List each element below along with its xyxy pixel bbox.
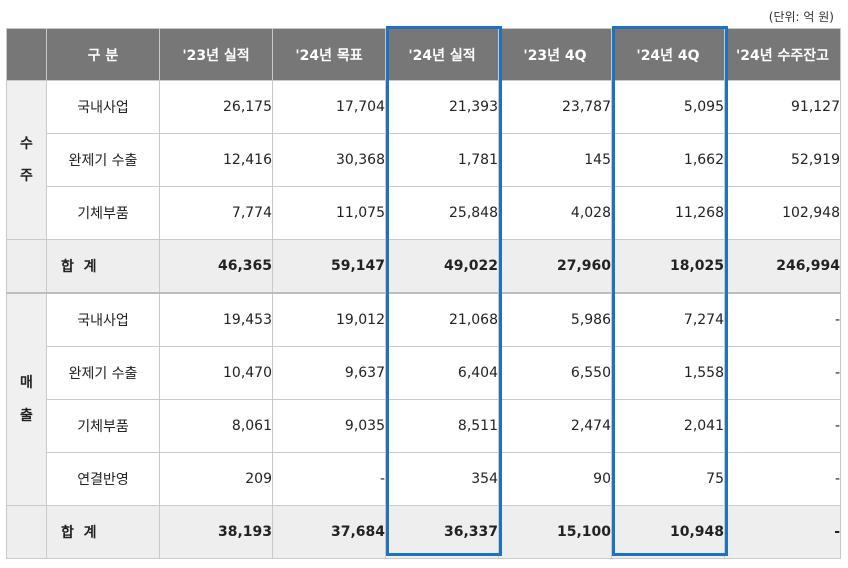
table-row: 매 출 국내사업 19,453 19,012 21,068 5,986 7,27… — [6, 292, 841, 506]
cell: 6,404 — [385, 346, 499, 400]
row-item: 국내사업 — [46, 292, 160, 347]
cell: 11,268 — [611, 186, 725, 240]
table-row: 완제기 수출 12,416 30,368 1,781 145 1,662 52,… — [7, 133, 841, 187]
header-category: 구 분 — [46, 28, 160, 81]
cell: 1,662 — [611, 133, 725, 187]
header-24-actual: '24년 실적 — [385, 28, 499, 81]
total-label: 합 계 — [46, 239, 160, 294]
cell: 1,781 — [385, 133, 499, 187]
header-23-4q: '23년 4Q — [498, 28, 612, 81]
group-label-orders: 수 주 — [6, 80, 47, 240]
header-24-backlog: '24년 수주잔고 — [724, 28, 841, 81]
total-cell: - — [724, 505, 841, 559]
row-item: 완제기 수출 — [46, 133, 160, 187]
table-row: 수 주 국내사업 26,175 17,704 21,393 23,787 5,0… — [6, 80, 841, 240]
financial-table: 구 분 '23년 실적 '24년 목표 '24년 실적 '23년 4Q '24년… — [6, 28, 841, 559]
cell: 5,986 — [498, 292, 612, 347]
total-cell: 59,147 — [272, 239, 386, 294]
row-item: 기체부품 — [46, 399, 160, 453]
total-cell: 27,960 — [498, 239, 612, 294]
cell: 102,948 — [724, 186, 841, 240]
total-row-sales: 합 계 38,193 37,684 36,337 15,100 10,948 - — [6, 505, 841, 559]
group-label-sales: 매 출 — [6, 292, 47, 506]
cell: 9,035 — [272, 399, 386, 453]
cell: 30,368 — [272, 133, 386, 187]
cell: 8,061 — [159, 399, 273, 453]
cell: 354 — [385, 452, 499, 506]
cell: 91,127 — [724, 80, 841, 134]
cell: 6,550 — [498, 346, 612, 400]
cell: 1,558 — [611, 346, 725, 400]
header-24-4q: '24년 4Q — [611, 28, 725, 81]
cell: 4,028 — [498, 186, 612, 240]
total-cell: 18,025 — [611, 239, 725, 294]
row-item: 기체부품 — [46, 186, 160, 240]
row-item: 국내사업 — [46, 80, 160, 134]
cell: 23,787 — [498, 80, 612, 134]
table-row: 연결반영 209 - 354 90 75 - — [7, 452, 841, 506]
total-row-orders: 합 계 46,365 59,147 49,022 27,960 18,025 2… — [6, 239, 841, 294]
row-item: 완제기 수출 — [46, 346, 160, 400]
cell: 19,012 — [272, 292, 386, 347]
cell: - — [724, 346, 841, 400]
header-row: 구 분 '23년 실적 '24년 목표 '24년 실적 '23년 4Q '24년… — [6, 28, 841, 81]
cell: 25,848 — [385, 186, 499, 240]
cell: 19,453 — [159, 292, 273, 347]
header-23-actual: '23년 실적 — [159, 28, 273, 81]
group-spacer — [6, 239, 47, 294]
cell: 21,068 — [385, 292, 499, 347]
cell: 26,175 — [159, 80, 273, 134]
cell: 9,637 — [272, 346, 386, 400]
cell: - — [724, 399, 841, 453]
row-item: 연결반영 — [46, 452, 160, 506]
cell: 17,704 — [272, 80, 386, 134]
cell: 2,041 — [611, 399, 725, 453]
total-cell: 46,365 — [159, 239, 273, 294]
cell: 8,511 — [385, 399, 499, 453]
total-label: 합 계 — [46, 505, 160, 559]
cell: 145 — [498, 133, 612, 187]
cell: 90 — [498, 452, 612, 506]
cell: 10,470 — [159, 346, 273, 400]
cell: - — [272, 452, 386, 506]
cell: 7,774 — [159, 186, 273, 240]
cell: - — [724, 292, 841, 347]
table-row: 기체부품 7,774 11,075 25,848 4,028 11,268 10… — [7, 186, 841, 240]
total-cell: 246,994 — [724, 239, 841, 294]
cell: 5,095 — [611, 80, 725, 134]
cell: 11,075 — [272, 186, 386, 240]
total-cell: 10,948 — [611, 505, 725, 559]
cell: - — [724, 452, 841, 506]
cell: 75 — [611, 452, 725, 506]
cell: 52,919 — [724, 133, 841, 187]
table-row: 완제기 수출 10,470 9,637 6,404 6,550 1,558 - — [7, 346, 841, 400]
cell: 21,393 — [385, 80, 499, 134]
total-cell: 49,022 — [385, 239, 499, 294]
cell: 12,416 — [159, 133, 273, 187]
cell: 2,474 — [498, 399, 612, 453]
group-spacer — [6, 505, 47, 559]
total-cell: 38,193 — [159, 505, 273, 559]
table-row: 기체부품 8,061 9,035 8,511 2,474 2,041 - — [7, 399, 841, 453]
total-cell: 36,337 — [385, 505, 499, 559]
cell: 209 — [159, 452, 273, 506]
total-cell: 37,684 — [272, 505, 386, 559]
header-corner — [6, 28, 47, 81]
cell: 7,274 — [611, 292, 725, 347]
header-24-target: '24년 목표 — [272, 28, 386, 81]
unit-label: (단위: 억 원) — [768, 10, 834, 24]
total-cell: 15,100 — [498, 505, 612, 559]
